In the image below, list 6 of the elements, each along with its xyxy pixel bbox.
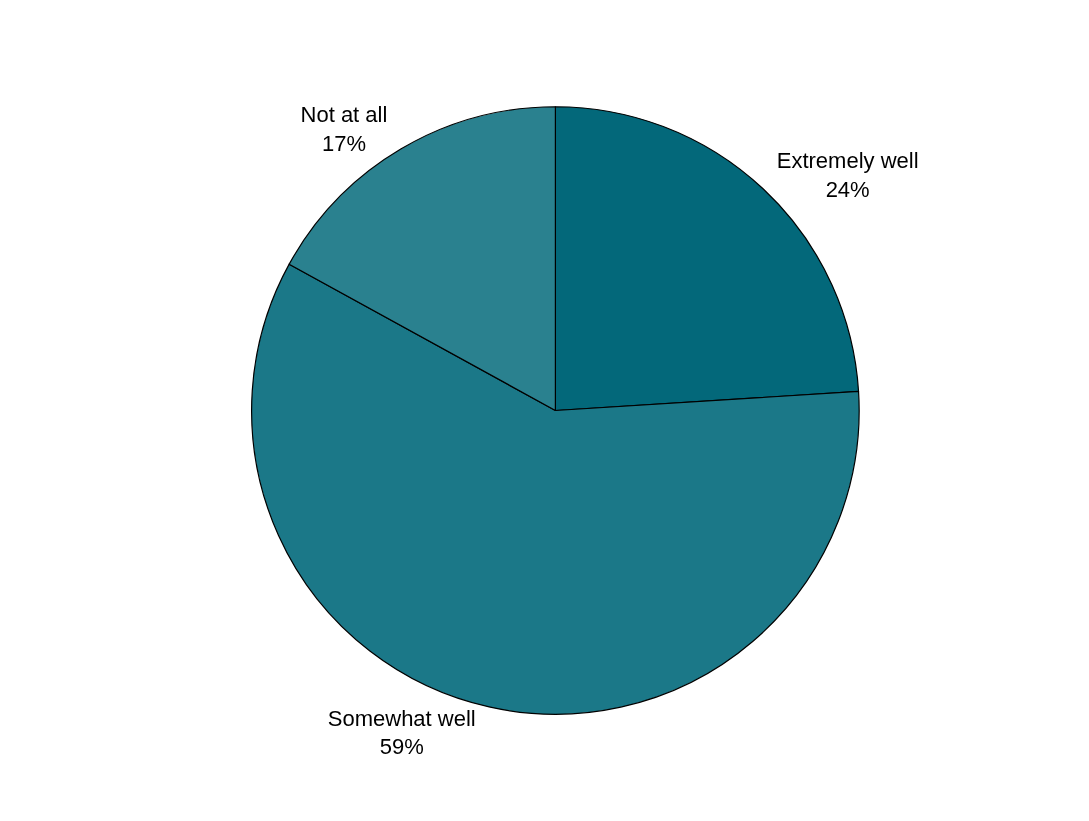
data-label: 24%	[825, 176, 870, 202]
data-label: 17%	[321, 130, 366, 156]
slice-label: Not at all	[300, 102, 388, 128]
data-label: 59%	[379, 734, 424, 760]
slice-label: Extremely well	[776, 148, 919, 174]
slice-label: Somewhat well	[327, 705, 476, 731]
